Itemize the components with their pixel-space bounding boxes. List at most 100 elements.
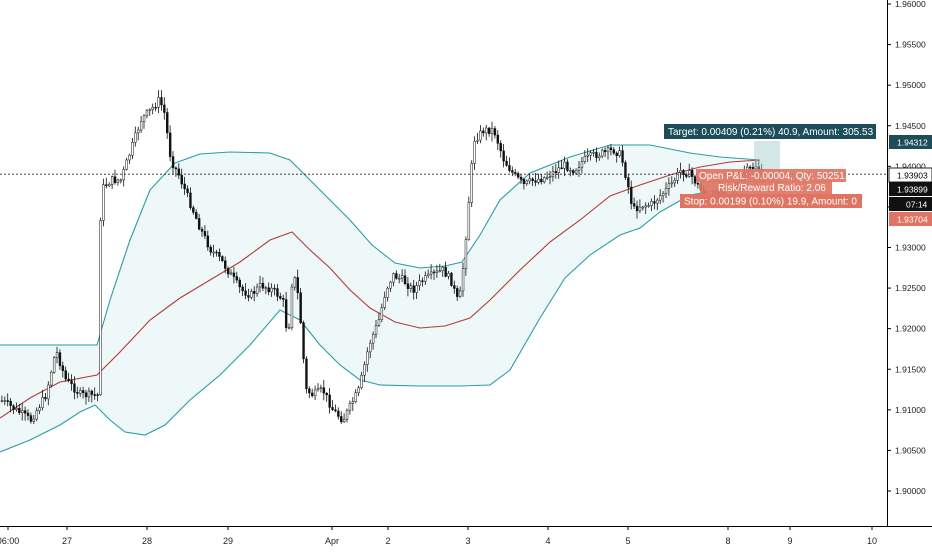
candle: [514, 168, 517, 177]
candle-body-down: [174, 167, 178, 170]
candle-body-down: [253, 291, 256, 294]
candle-body-down: [696, 182, 700, 185]
candle: [290, 283, 294, 331]
candle-body-down: [505, 160, 508, 166]
candle: [360, 371, 363, 390]
candle-body-up: [429, 271, 433, 275]
candle: [180, 168, 183, 189]
open-pl-box[interactable]: Open P&L: -0.00004, Qty: 50251: [696, 169, 846, 182]
candle: [76, 386, 79, 399]
candle: [656, 198, 659, 211]
candle-body-up: [647, 205, 650, 207]
last-price-label: 1.93899: [889, 182, 932, 196]
price-tick-label: 1.94500: [895, 121, 926, 131]
candle: [296, 269, 299, 300]
candle-body-down: [224, 260, 227, 269]
candle: [50, 370, 53, 388]
candle: [81, 386, 85, 399]
candle: [35, 407, 38, 422]
candle-body-up: [577, 167, 581, 171]
current-price-label: 1.93903: [888, 167, 932, 183]
candle: [47, 381, 50, 406]
candle-body-up: [142, 115, 146, 122]
candle-body-up: [548, 176, 552, 178]
candle-body-down: [177, 168, 181, 176]
candle-body-up: [473, 141, 476, 164]
candle-body-down: [572, 170, 575, 174]
candle: [174, 166, 178, 177]
time-tick-label: 8: [725, 536, 730, 546]
candle: [134, 126, 137, 147]
candle-body-down: [70, 380, 73, 385]
candle-body-up: [580, 161, 584, 168]
candle-body-down: [531, 178, 534, 181]
stop-info-box[interactable]: Stop: 0.00199 (0.10%) 19.9, Amount: 0: [680, 194, 862, 208]
candle: [319, 384, 323, 393]
candle-body-up: [102, 184, 105, 221]
candle: [371, 331, 375, 350]
candle: [603, 147, 607, 157]
candle: [328, 387, 331, 414]
target-info-box[interactable]: Target: 0.00409 (0.21%) 40.9, Amount: 30…: [664, 124, 876, 139]
candle-body-up: [525, 180, 529, 184]
candle: [119, 178, 123, 184]
candle: [108, 182, 111, 188]
stop-price-text: 1.93704: [897, 215, 928, 225]
candle: [348, 400, 352, 415]
candle: [79, 387, 82, 397]
candle-body-up: [754, 166, 758, 169]
candle-body-down: [105, 184, 108, 187]
candle-body-up: [427, 273, 430, 276]
candle: [137, 126, 140, 141]
candle: [325, 392, 328, 402]
candle: [200, 226, 204, 237]
target-zone: [754, 141, 780, 175]
risk-reward-box[interactable]: Risk/Reward Ratio: 2.06: [700, 181, 832, 194]
candle-body-down: [261, 282, 265, 289]
candle: [624, 160, 627, 180]
candle-body-up: [116, 179, 120, 183]
candle: [41, 389, 44, 411]
candle-body-up: [148, 109, 152, 111]
candle: [670, 176, 674, 188]
candle-body-down: [226, 268, 230, 275]
candle: [621, 145, 624, 167]
candle: [661, 191, 665, 203]
candle-body-up: [157, 97, 160, 108]
time-tick-label: 9: [787, 536, 792, 546]
candle: [395, 270, 398, 280]
candle: [145, 109, 149, 119]
time-tick-label: 28: [142, 536, 152, 546]
candle: [641, 205, 645, 211]
candle: [125, 157, 128, 171]
candle-body-down: [197, 218, 201, 230]
candle-body-down: [453, 285, 456, 289]
candle: [453, 280, 456, 294]
candle: [586, 148, 589, 162]
price-tick-label: 1.92000: [895, 324, 926, 334]
price-tick-label: 1.90500: [895, 445, 926, 455]
candle: [148, 108, 152, 116]
candle: [615, 151, 618, 163]
candle-body-down: [203, 231, 207, 237]
candle-body-down: [44, 397, 47, 400]
candle-body-up: [392, 273, 395, 283]
candle: [563, 156, 566, 177]
bollinger-bands: [0, 144, 761, 453]
candle: [38, 404, 41, 415]
candle-body-up: [386, 287, 389, 298]
candle: [215, 249, 218, 257]
candle: [9, 398, 12, 413]
candle: [342, 413, 346, 423]
candle: [482, 127, 485, 137]
candle: [99, 217, 102, 396]
candle-body-up: [650, 201, 653, 206]
candle: [168, 125, 172, 162]
candle: [516, 171, 520, 180]
candle: [345, 408, 349, 423]
candle: [519, 174, 523, 184]
time-tick-label: 5: [625, 536, 630, 546]
candle: [577, 161, 581, 177]
candle: [638, 199, 642, 214]
